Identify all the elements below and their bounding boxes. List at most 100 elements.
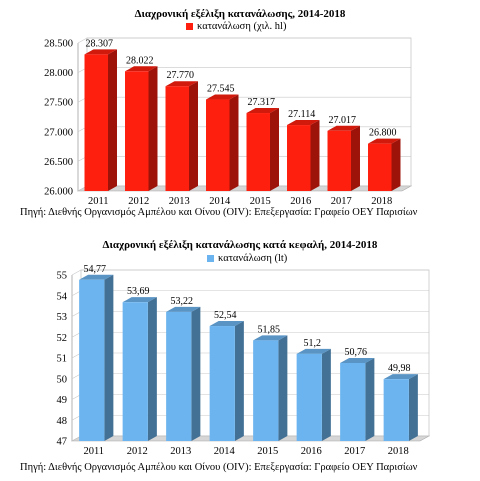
chart1-data-label: 27.545 — [207, 84, 235, 95]
chart1-bar — [368, 143, 392, 191]
chart2-bar-side — [408, 374, 418, 441]
chart1-bar — [287, 125, 311, 191]
chart2-legend-swatch — [207, 255, 214, 262]
chart2-ytick-label: 50 — [57, 374, 68, 385]
chart1-bar-side — [229, 94, 239, 191]
chart1-legend-label: κατανάλωση (χιλ. hl) — [197, 21, 287, 32]
chart1-bar-side — [269, 108, 279, 191]
chart2-bar-top — [383, 374, 418, 380]
chart2-title: Διαχρονική εξέλιξη κατανάλωσης κατά κεφα… — [102, 239, 378, 251]
chart1-ytick-label: 27.000 — [44, 127, 73, 138]
chart2-xtick-label: 2012 — [127, 446, 148, 457]
chart2-bar-top — [79, 274, 114, 280]
chart2-bar — [209, 326, 235, 441]
chart2-data-label: 49,98 — [388, 363, 411, 374]
chart1-xtick-label: 2018 — [371, 196, 392, 207]
chart2-bar-side — [234, 321, 244, 441]
chart1-ytick-label: 26.500 — [44, 157, 73, 168]
chart2-data-label: 54,77 — [84, 264, 107, 275]
chart2-bar-side — [365, 357, 375, 441]
chart2-bar — [340, 362, 366, 441]
chart2-data-label: 53,22 — [171, 296, 194, 307]
chart2-data-label: 53,69 — [127, 286, 150, 297]
chart2-bar-top — [253, 335, 288, 341]
chart1-xtick-label: 2011 — [88, 196, 109, 207]
chart2-bar — [296, 353, 322, 441]
chart2-xtick-label: 2016 — [301, 446, 322, 457]
chart1-title: Διαχρονική εξέλιξη κατανάλωσης, 2014-201… — [134, 8, 346, 20]
chart2-bar-top — [340, 357, 375, 363]
chart1-xtick-label: 2016 — [290, 196, 311, 207]
chart1-bar-top — [246, 108, 279, 114]
chart2-data-label: 50,76 — [345, 347, 368, 358]
chart2-ytick-label: 53 — [57, 312, 68, 323]
chart1-bar-top — [84, 49, 117, 55]
chart1-bar-top — [206, 94, 239, 100]
chart2-data-label: 51,2 — [304, 338, 322, 349]
chart2-bar-top — [209, 321, 244, 327]
chart2-source: Πηγή: Διεθνής Οργανισμός Αμπέλου και Οίν… — [20, 462, 418, 473]
chart2-bar-side — [104, 274, 114, 441]
chart1-legend-swatch — [186, 23, 193, 30]
chart2-ytick-label: 55 — [57, 271, 68, 282]
chart1-ytick-label: 28.000 — [44, 68, 73, 79]
chart1-data-label: 27.017 — [329, 115, 357, 126]
chart2-bar-top — [296, 348, 331, 354]
chart1-bar-side — [310, 120, 320, 191]
chart2-xtick-label: 2015 — [257, 446, 278, 457]
chart2-ytick-label: 47 — [57, 437, 68, 448]
chart1-xtick-label: 2017 — [331, 196, 352, 207]
chart1-xtick-label: 2014 — [209, 196, 231, 207]
chart2-xtick-label: 2013 — [170, 446, 191, 457]
chart1-source: Πηγή: Διεθνής Οργανισμός Αμπέλου και Οίν… — [20, 207, 418, 218]
chart1-data-label: 27.317 — [248, 97, 276, 108]
chart2-bar-side — [321, 348, 331, 441]
chart1-bar-top — [287, 120, 320, 126]
chart1-data-label: 26.800 — [369, 128, 397, 139]
chart1-xtick-label: 2012 — [128, 196, 149, 207]
chart1-bar — [125, 71, 149, 191]
chart2-xtick-label: 2018 — [388, 446, 409, 457]
chart1-bar-top — [327, 125, 360, 131]
chart2-xtick-label: 2014 — [214, 446, 236, 457]
chart2-data-label: 52,54 — [214, 310, 237, 321]
chart1-data-label: 28.307 — [86, 38, 114, 49]
chart2-bar-top — [122, 297, 157, 303]
chart1-legend: κατανάλωση (χιλ. hl) — [186, 21, 286, 32]
chart1-bar-side — [188, 81, 198, 191]
chart2-xtick-label: 2017 — [344, 446, 365, 457]
chart2-bar — [79, 279, 105, 441]
chart1-bar — [165, 86, 189, 191]
chart1-bar-side — [350, 125, 360, 191]
chart2-xtick-label: 2011 — [83, 446, 104, 457]
chart2-bar-top — [166, 306, 201, 312]
chart1-data-label: 27.114 — [288, 109, 315, 120]
chart1-ytick-label: 26.000 — [44, 187, 73, 198]
chart2-ytick-label: 54 — [57, 291, 68, 302]
chart2-bar-side — [191, 306, 201, 441]
chart1-ytick-label: 28.500 — [44, 39, 73, 50]
chart2-ytick-label: 51 — [57, 354, 68, 365]
chart2-bar-side — [278, 335, 288, 441]
chart1-bar — [327, 130, 351, 191]
chart1-bar-top — [165, 81, 198, 87]
chart2-data-label: 51,85 — [258, 324, 281, 335]
chart1-bar — [206, 99, 230, 191]
chart2-legend: κατανάλωση (lt) — [207, 253, 287, 264]
chart1-bar — [84, 54, 108, 191]
chart1-bar-side — [391, 138, 401, 191]
chart1-bar — [246, 113, 270, 191]
chart2-ytick-label: 52 — [57, 333, 68, 344]
chart2-bar — [166, 311, 192, 441]
chart1-xtick-label: 2015 — [250, 196, 271, 207]
chart1-data-label: 28.022 — [126, 55, 154, 66]
chart1-bar-side — [148, 66, 158, 191]
chart2-bar — [383, 379, 409, 441]
chart1-ytick-label: 27.500 — [44, 98, 73, 109]
chart1-bar-top — [368, 138, 401, 144]
chart2-bar — [253, 340, 279, 441]
chart1-grid-diag — [77, 37, 88, 44]
chart1-bar-top — [125, 66, 158, 72]
